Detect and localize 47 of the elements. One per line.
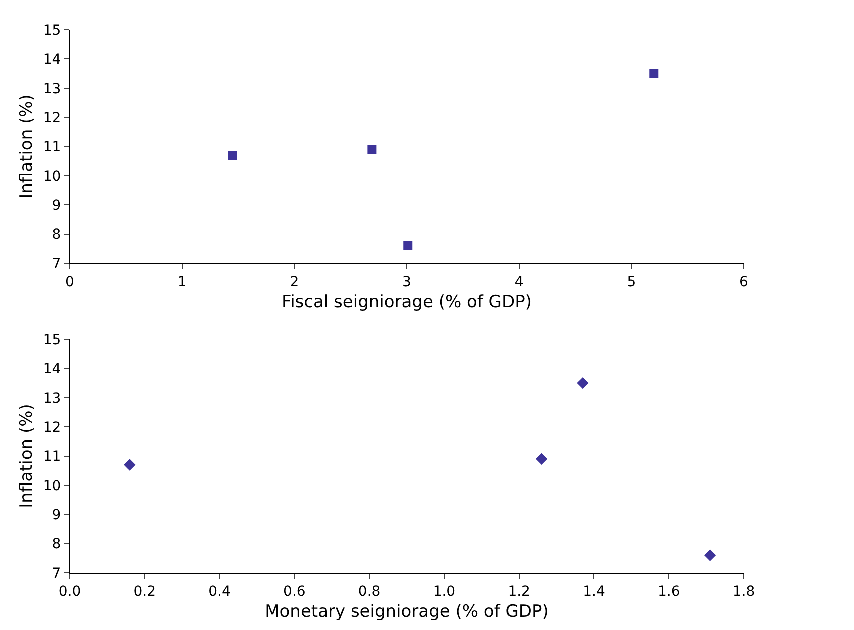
y-tick-label: 12 [43, 110, 62, 126]
x-tick-label: 0 [66, 274, 74, 290]
x-tick-label: 1.8 [732, 584, 756, 600]
y-tick-label: 11 [43, 140, 62, 156]
x-axis-title: Fiscal seigniorage (% of GDP) [282, 292, 532, 313]
x-axis-title: Monetary seigniorage (% of GDP) [265, 602, 549, 622]
y-tick-label: 10 [43, 478, 62, 494]
point [650, 69, 659, 78]
y-tick-label: 8 [52, 536, 62, 553]
x-tick-label: 0.6 [284, 584, 306, 600]
x-tick-label: 2 [290, 274, 300, 290]
y-axis-title: Inflation (%) [16, 94, 37, 199]
y-tick-label: 15 [43, 332, 62, 348]
x-tick-label: 6 [740, 274, 749, 290]
x-tick-label: 5 [627, 274, 636, 290]
point [704, 550, 716, 562]
point [404, 241, 413, 250]
x-tick-label: 0.8 [358, 584, 381, 600]
y-tick-label: 13 [43, 390, 62, 407]
y-tick-label: 9 [52, 198, 62, 214]
point [228, 151, 238, 160]
y-tick-label: 14 [43, 362, 62, 378]
point [536, 453, 548, 466]
x-tick-label: 0.0 [58, 584, 82, 600]
x-tick-label: 3 [402, 274, 412, 290]
y-axis-title: Inflation (%) [16, 404, 37, 508]
y-tick-label: 15 [43, 22, 62, 39]
x-tick-label: 1.4 [583, 584, 606, 600]
y-tick-label: 13 [43, 81, 62, 98]
point [368, 145, 377, 154]
x-tick-label: 4 [514, 274, 524, 290]
y-tick-label: 12 [43, 420, 62, 436]
x-tick-label: 1.2 [508, 584, 530, 600]
x-tick-label: 0.2 [134, 584, 156, 600]
x-tick-label: 0.4 [208, 584, 232, 600]
y-tick-label: 9 [52, 508, 62, 524]
y-tick-label: 11 [43, 449, 62, 466]
x-tick-label: 1 [178, 274, 187, 290]
y-tick-label: 14 [43, 52, 62, 68]
point [124, 459, 136, 471]
y-tick-label: 7 [52, 256, 62, 272]
x-tick-label: 1.6 [658, 584, 680, 600]
y-tick-label: 8 [52, 227, 62, 244]
point [577, 377, 589, 390]
x-tick-label: 1.0 [433, 584, 456, 600]
y-tick-label: 7 [52, 566, 62, 582]
y-tick-label: 10 [43, 168, 62, 185]
